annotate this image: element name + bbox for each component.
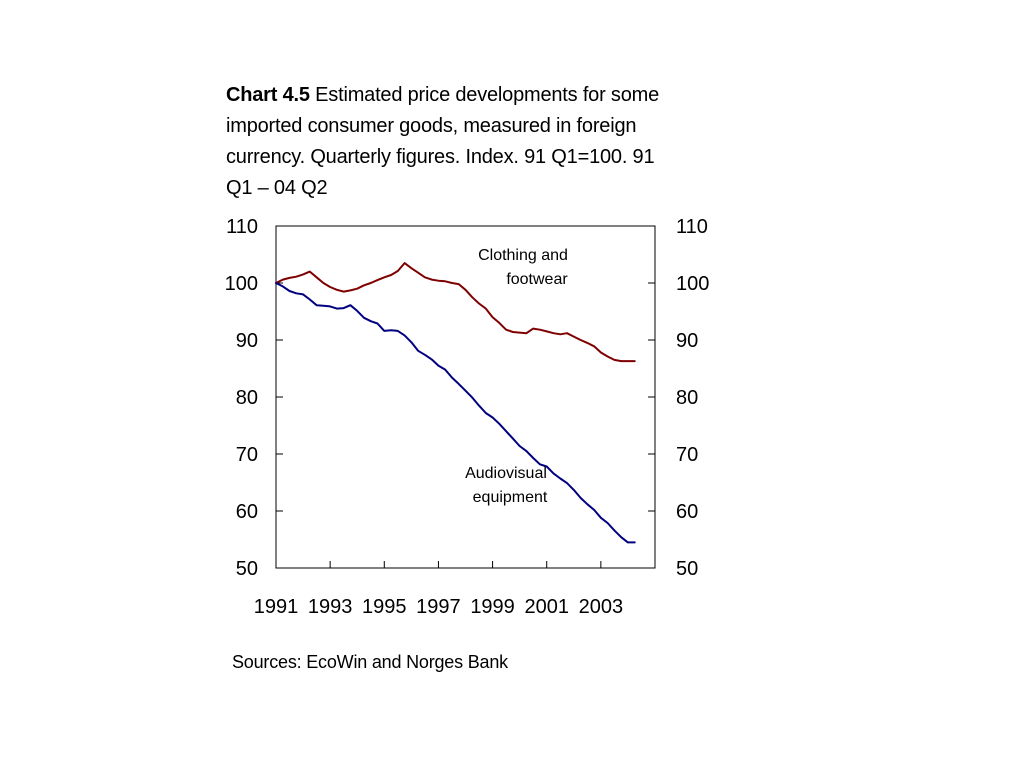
series-annotation-label: Audiovisual	[465, 465, 547, 482]
series-line-clothing-footwear	[275, 262, 636, 363]
chart-title-label: Chart 4.5	[226, 84, 310, 106]
y-tick-label-right: 50	[676, 558, 698, 580]
plot-area	[275, 225, 656, 569]
y-tick-label-left: 50	[236, 558, 258, 580]
y-axis-left: 50 60 70 80 90 100 110	[225, 216, 283, 580]
series-annotation-label: footwear	[506, 271, 568, 288]
y-axis-right: 50 60 70 80 90 100 110	[648, 216, 709, 580]
y-tick-label-left: 70	[236, 444, 258, 466]
y-tick-label-right: 70	[676, 444, 698, 466]
x-tick-label: 2001	[524, 596, 569, 618]
y-tick-label-left: 100	[225, 273, 258, 295]
series-annotations: Clothing and footwear Audiovisual equipment	[465, 247, 568, 506]
series-annotation-label: Clothing and	[478, 247, 568, 264]
x-axis: 1991 1993 1995 1997 1999 2001 2003	[254, 561, 623, 618]
series-line-audiovisual-equipment	[275, 282, 636, 544]
x-tick-label: 1991	[254, 596, 299, 618]
series-group	[275, 262, 636, 544]
y-tick-label-right: 90	[676, 330, 698, 352]
source-note: Sources: EcoWin and Norges Bank	[232, 652, 508, 672]
y-tick-label-right: 110	[676, 216, 708, 238]
x-tick-label: 1997	[416, 596, 461, 618]
y-tick-label-right: 80	[676, 387, 698, 409]
chart-title: Chart 4.5 Estimated price developments f…	[226, 80, 666, 204]
x-tick-label: 2003	[579, 596, 624, 618]
y-tick-label-left: 80	[236, 387, 258, 409]
x-tick-label: 1995	[362, 596, 407, 618]
x-tick-label: 1993	[308, 596, 353, 618]
y-tick-label-left: 60	[236, 501, 258, 523]
y-tick-label-left: 110	[226, 216, 258, 238]
chart-title-text: Estimated price developments for some im…	[226, 84, 660, 199]
y-tick-label-right: 100	[676, 273, 709, 295]
x-tick-label: 1999	[470, 596, 515, 618]
y-tick-label-right: 60	[676, 501, 698, 523]
series-annotation-label: equipment	[473, 489, 548, 506]
y-tick-label-left: 90	[236, 330, 258, 352]
